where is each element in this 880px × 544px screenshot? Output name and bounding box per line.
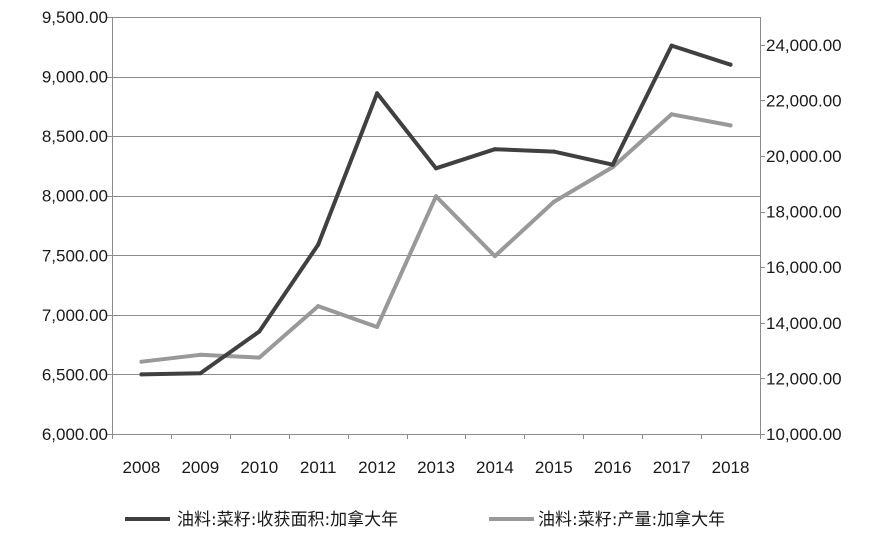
data-point-harvest-area [139, 372, 144, 377]
legend: 油料:菜籽:收获面积:加拿大年 油料:菜籽:产量:加拿大年 [125, 509, 725, 530]
data-point-production [492, 254, 497, 259]
left-tick-label: 9,000.00 [42, 68, 108, 87]
axes [112, 17, 761, 435]
x-tick-label: 2013 [417, 458, 455, 477]
x-tick-label: 2011 [300, 458, 337, 477]
data-point-harvest-area [434, 166, 438, 171]
x-tick-label: 2010 [240, 458, 278, 477]
left-tick-label: 8,500.00 [42, 127, 108, 146]
right-tick-label: 16,000.00 [766, 258, 842, 277]
left-tick-label: 9,500.00 [42, 8, 108, 27]
data-point-production [139, 359, 144, 364]
x-tick-label: 2016 [594, 458, 632, 477]
x-tick-label: 2014 [476, 458, 514, 477]
data-point-harvest-area [728, 62, 733, 67]
x-tick-label: 2017 [653, 458, 691, 477]
right-tick-label: 20,000.00 [766, 147, 842, 166]
series-line-harvest-area [139, 43, 733, 377]
x-tick-label: 2012 [358, 458, 396, 477]
left-axis-ticks: 6,000.00 6,500.00 7,000.00 7,500.00 8,000.00… [42, 8, 112, 444]
data-point-harvest-area [257, 329, 262, 334]
data-point-production [728, 123, 733, 128]
x-axis-ticks: 2008 2009 2010 2011 2012 2013 2014 2015 2016 2017… [112, 434, 761, 477]
data-point-harvest-area [492, 147, 497, 152]
series-layer [139, 43, 733, 377]
left-tick-label: 8,000.00 [42, 187, 108, 206]
data-point-harvest-area [610, 162, 615, 167]
series-line-production [139, 112, 733, 364]
legend-label-harvest-area: 油料:菜籽:收获面积:加拿大年 [177, 509, 398, 530]
x-tick-label: 2018 [712, 458, 750, 477]
data-point-production [669, 112, 674, 117]
right-tick-label: 14,000.00 [766, 314, 842, 333]
data-point-production [551, 199, 556, 204]
x-tick-label: 2015 [535, 458, 573, 477]
legend-label-production: 油料:菜籽:产量:加拿大年 [538, 509, 725, 530]
data-point-production [316, 304, 321, 309]
data-point-harvest-area [375, 91, 380, 96]
right-tick-label: 22,000.00 [766, 91, 842, 110]
left-tick-label: 6,000.00 [42, 425, 108, 444]
left-tick-label: 6,500.00 [42, 365, 108, 384]
right-axis-ticks: 10,000.00 12,000.00 14,000.00 16,000.00 18,0… [760, 36, 842, 444]
legend-item-production[interactable]: 油料:菜籽:产量:加拿大年 [489, 509, 725, 530]
data-point-harvest-area [551, 149, 556, 154]
right-tick-label: 10,000.00 [766, 425, 842, 444]
data-point-harvest-area [669, 43, 674, 48]
right-tick-label: 24,000.00 [766, 36, 842, 55]
data-point-harvest-area [316, 242, 321, 247]
legend-item-harvest-area[interactable]: 油料:菜籽:收获面积:加拿大年 [125, 509, 398, 530]
left-tick-label: 7,500.00 [42, 246, 108, 265]
data-point-production [434, 194, 438, 199]
left-tick-label: 7,000.00 [42, 306, 108, 325]
right-tick-label: 12,000.00 [766, 369, 842, 388]
gridlines [112, 17, 760, 435]
right-tick-label: 18,000.00 [766, 203, 842, 222]
x-tick-label: 2008 [123, 458, 161, 477]
data-point-harvest-area [198, 371, 203, 376]
data-point-production [198, 352, 203, 357]
x-tick-label: 2009 [181, 458, 219, 477]
data-point-production [257, 355, 262, 360]
data-point-production [375, 324, 380, 329]
